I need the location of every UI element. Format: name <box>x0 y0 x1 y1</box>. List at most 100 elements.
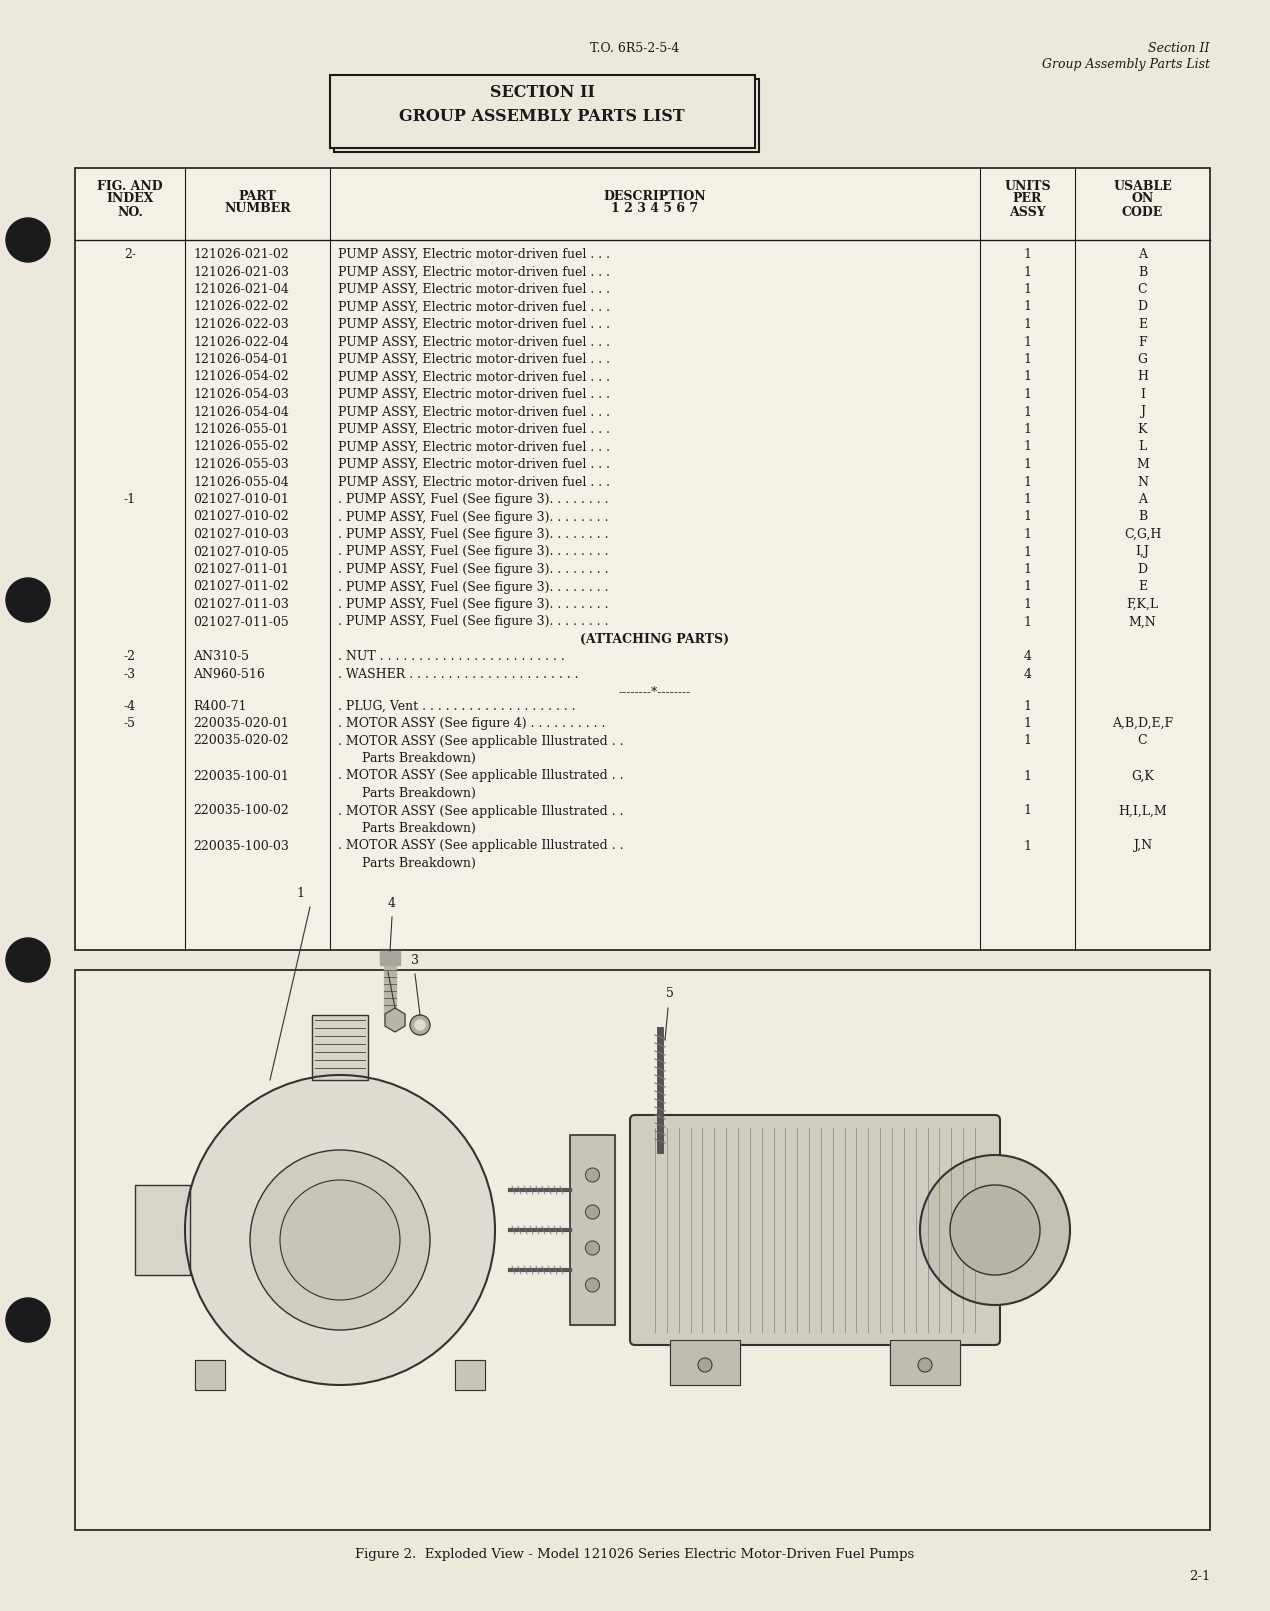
Text: PUMP ASSY, Electric motor-driven fuel . . .: PUMP ASSY, Electric motor-driven fuel . … <box>338 388 610 401</box>
Text: PUMP ASSY, Electric motor-driven fuel . . .: PUMP ASSY, Electric motor-driven fuel . … <box>338 475 610 488</box>
Text: . PUMP ASSY, Fuel (See figure 3). . . . . . . .: . PUMP ASSY, Fuel (See figure 3). . . . … <box>338 546 608 559</box>
Text: 3: 3 <box>411 954 419 967</box>
Text: 021027-010-02: 021027-010-02 <box>193 511 288 524</box>
Text: (ATTACHING PARTS): (ATTACHING PARTS) <box>580 633 729 646</box>
Bar <box>570 1136 615 1324</box>
Bar <box>570 1136 615 1324</box>
Text: L: L <box>1138 440 1147 454</box>
Text: PUMP ASSY, Electric motor-driven fuel . . .: PUMP ASSY, Electric motor-driven fuel . … <box>338 353 610 366</box>
Text: 121026-022-02: 121026-022-02 <box>193 301 288 314</box>
Text: R400-71: R400-71 <box>193 699 246 712</box>
Text: 1: 1 <box>1024 406 1031 419</box>
Text: . MOTOR ASSY (See applicable Illustrated . .: . MOTOR ASSY (See applicable Illustrated… <box>338 839 624 852</box>
Text: 021027-011-01: 021027-011-01 <box>193 562 288 577</box>
Bar <box>135 1186 190 1274</box>
Text: G,K: G,K <box>1132 770 1154 783</box>
Text: 220035-020-01: 220035-020-01 <box>193 717 288 730</box>
Text: 121026-055-01: 121026-055-01 <box>193 424 288 437</box>
Text: 121026-021-02: 121026-021-02 <box>193 248 288 261</box>
Text: G: G <box>1138 353 1148 366</box>
Text: ON: ON <box>1132 192 1153 206</box>
Circle shape <box>698 1358 712 1373</box>
Text: M,N: M,N <box>1129 615 1157 628</box>
Text: 1: 1 <box>296 888 304 901</box>
Text: PUMP ASSY, Electric motor-driven fuel . . .: PUMP ASSY, Electric motor-driven fuel . … <box>338 458 610 470</box>
Circle shape <box>6 1298 50 1342</box>
Polygon shape <box>385 1008 405 1033</box>
Bar <box>384 965 396 1015</box>
Text: . PUMP ASSY, Fuel (See figure 3). . . . . . . .: . PUMP ASSY, Fuel (See figure 3). . . . … <box>338 598 608 611</box>
Text: 021027-011-05: 021027-011-05 <box>193 615 288 628</box>
Bar <box>312 1015 368 1079</box>
Text: A,B,D,E,F: A,B,D,E,F <box>1113 717 1173 730</box>
Text: PUMP ASSY, Electric motor-driven fuel . . .: PUMP ASSY, Electric motor-driven fuel . … <box>338 266 610 279</box>
Text: 1: 1 <box>1024 511 1031 524</box>
Text: 121026-055-04: 121026-055-04 <box>193 475 288 488</box>
Text: 021027-011-02: 021027-011-02 <box>193 580 288 593</box>
Bar <box>671 1340 740 1385</box>
Text: Parts Breakdown): Parts Breakdown) <box>362 857 476 870</box>
Text: 1: 1 <box>1024 770 1031 783</box>
Text: PUMP ASSY, Electric motor-driven fuel . . .: PUMP ASSY, Electric motor-driven fuel . … <box>338 301 610 314</box>
Text: PUMP ASSY, Electric motor-driven fuel . . .: PUMP ASSY, Electric motor-driven fuel . … <box>338 248 610 261</box>
Bar <box>380 950 400 965</box>
Text: GROUP ASSEMBLY PARTS LIST: GROUP ASSEMBLY PARTS LIST <box>399 108 685 126</box>
Bar <box>455 1360 485 1390</box>
FancyBboxPatch shape <box>630 1115 999 1345</box>
Text: F: F <box>1138 335 1147 348</box>
Text: C: C <box>1138 735 1147 748</box>
Text: 220035-020-02: 220035-020-02 <box>193 735 288 748</box>
Text: 121026-054-01: 121026-054-01 <box>193 353 288 366</box>
Bar <box>75 168 1210 950</box>
Text: -4: -4 <box>124 699 136 712</box>
Circle shape <box>6 217 50 263</box>
Text: 1: 1 <box>1024 284 1031 296</box>
Text: H: H <box>1137 371 1148 383</box>
Text: 1: 1 <box>1024 388 1031 401</box>
Text: 121026-055-03: 121026-055-03 <box>193 458 288 470</box>
Text: 4: 4 <box>1024 651 1031 664</box>
Text: 1: 1 <box>1024 528 1031 541</box>
Text: . PUMP ASSY, Fuel (See figure 3). . . . . . . .: . PUMP ASSY, Fuel (See figure 3). . . . … <box>338 580 608 593</box>
Text: Section II: Section II <box>1148 42 1210 55</box>
Circle shape <box>918 1358 932 1373</box>
Text: 1: 1 <box>1024 301 1031 314</box>
Bar <box>890 1340 960 1385</box>
Text: PUMP ASSY, Electric motor-driven fuel . . .: PUMP ASSY, Electric motor-driven fuel . … <box>338 440 610 454</box>
Text: Figure 2.  Exploded View - Model 121026 Series Electric Motor-Driven Fuel Pumps: Figure 2. Exploded View - Model 121026 S… <box>356 1548 914 1561</box>
Circle shape <box>585 1278 599 1292</box>
Text: . PUMP ASSY, Fuel (See figure 3). . . . . . . .: . PUMP ASSY, Fuel (See figure 3). . . . … <box>338 511 608 524</box>
Text: 2: 2 <box>384 952 392 965</box>
Bar <box>75 970 1210 1530</box>
Text: . WASHER . . . . . . . . . . . . . . . . . . . . . .: . WASHER . . . . . . . . . . . . . . . .… <box>338 669 579 681</box>
Text: 1: 1 <box>1024 458 1031 470</box>
Text: . PUMP ASSY, Fuel (See figure 3). . . . . . . .: . PUMP ASSY, Fuel (See figure 3). . . . … <box>338 493 608 506</box>
Text: N: N <box>1137 475 1148 488</box>
Text: PUMP ASSY, Electric motor-driven fuel . . .: PUMP ASSY, Electric motor-driven fuel . … <box>338 371 610 383</box>
Text: 1: 1 <box>1024 266 1031 279</box>
Text: . MOTOR ASSY (See applicable Illustrated . .: . MOTOR ASSY (See applicable Illustrated… <box>338 804 624 817</box>
Text: -3: -3 <box>124 669 136 681</box>
Text: 121026-021-04: 121026-021-04 <box>193 284 288 296</box>
Text: J: J <box>1140 406 1146 419</box>
Text: 4: 4 <box>1024 669 1031 681</box>
Text: 121026-054-04: 121026-054-04 <box>193 406 288 419</box>
Text: 121026-054-02: 121026-054-02 <box>193 371 288 383</box>
Text: -5: -5 <box>124 717 136 730</box>
Circle shape <box>585 1168 599 1182</box>
Text: 021027-010-01: 021027-010-01 <box>193 493 288 506</box>
Text: 1: 1 <box>1024 317 1031 330</box>
Text: 1: 1 <box>1024 546 1031 559</box>
Text: DESCRIPTION: DESCRIPTION <box>603 190 706 203</box>
Bar <box>455 1360 485 1390</box>
Bar <box>196 1360 225 1390</box>
Text: 121026-055-02: 121026-055-02 <box>193 440 288 454</box>
Bar <box>334 79 759 151</box>
Text: AN960-516: AN960-516 <box>193 669 265 681</box>
Text: 1: 1 <box>1024 424 1031 437</box>
Text: 021027-010-03: 021027-010-03 <box>193 528 288 541</box>
Text: PART: PART <box>239 190 277 203</box>
Text: PUMP ASSY, Electric motor-driven fuel . . .: PUMP ASSY, Electric motor-driven fuel . … <box>338 317 610 330</box>
Text: 1: 1 <box>1024 580 1031 593</box>
Text: 021027-011-03: 021027-011-03 <box>193 598 288 611</box>
